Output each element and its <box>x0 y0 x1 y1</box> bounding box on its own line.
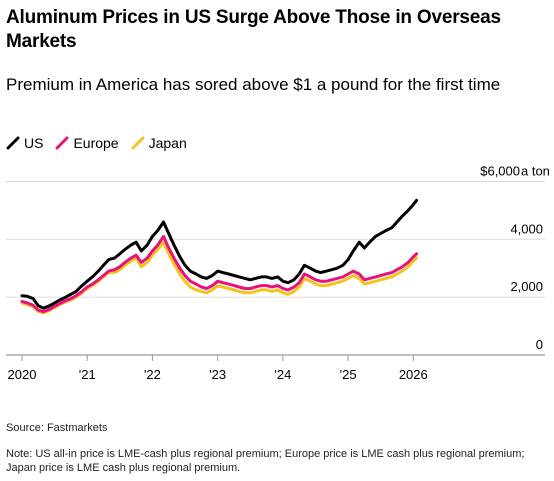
series-line-europe <box>20 234 419 314</box>
line-chart: 0 2,000 4,000 $6,000 a ton 2020 '21 '22 '23 '24 '2… <box>6 163 550 382</box>
x-tick-label: '25 <box>340 367 357 382</box>
legend-label-europe: Europe <box>73 135 119 151</box>
y-axis-unit-label: a ton <box>521 163 550 178</box>
legend-label-japan: Japan <box>148 135 187 151</box>
x-tick-label: '22 <box>144 367 161 382</box>
legend-item-europe: Europe <box>55 135 119 151</box>
x-tick-label: 2020 <box>8 367 37 382</box>
y-tick-label: 0 <box>536 337 543 352</box>
legend-swatch-europe <box>55 136 69 150</box>
x-tick-label: '24 <box>274 367 291 382</box>
y-tick-label: 2,000 <box>510 279 543 294</box>
x-tick-label: '21 <box>79 367 96 382</box>
source-note: Source: Fastmarkets <box>6 422 108 434</box>
series-line-us <box>20 198 419 310</box>
x-tick-label: '23 <box>209 367 226 382</box>
legend-swatch-us <box>6 136 20 150</box>
legend-item-us: US <box>6 135 43 151</box>
legend-swatch-japan <box>131 136 145 150</box>
chart-title: Aluminum Prices in US Surge Above Those … <box>6 7 501 52</box>
legend-label-us: US <box>24 135 44 151</box>
x-tick-label: 2026 <box>399 367 428 382</box>
series-line-japan <box>20 240 419 315</box>
legend: US Europe Japan <box>6 135 199 151</box>
footnote: Note: US all-in price is LME-cash plus r… <box>6 448 525 474</box>
chart-subtitle: Premium in America has sored above $1 a … <box>6 75 501 94</box>
y-tick-label: 4,000 <box>510 221 543 236</box>
legend-item-japan: Japan <box>131 135 187 151</box>
y-tick-label: $6,000 <box>480 163 520 178</box>
